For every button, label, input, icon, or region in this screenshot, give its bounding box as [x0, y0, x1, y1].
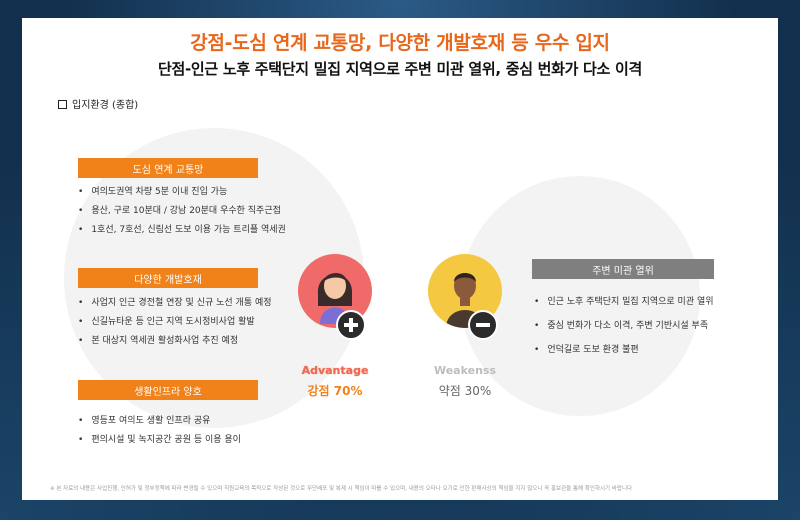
- section-label-text: 입지환경 (종합): [72, 100, 139, 111]
- weakness-label: Weakenss: [433, 364, 497, 377]
- section-label: 입지환경 (종합): [58, 96, 138, 111]
- disclaimer-footnote: ※ 본 자료의 내용은 사업진행, 인허가 및 정부정책에 따라 변경될 수 있…: [50, 486, 633, 492]
- strength-list-transport: 여의도권역 차량 5분 이내 진입 가능 용산, 구로 10분대 / 강남 20…: [78, 183, 286, 240]
- strength-list-infra: 영등포 여의도 생활 인프라 공유 편의시설 및 녹지공간 공원 등 이용 용이: [78, 412, 241, 450]
- list-item: 인근 노후 주택단지 밀집 지역으로 미관 열위: [534, 290, 713, 314]
- strength-heading-transport: 도심 연계 교통망: [78, 158, 258, 178]
- strength-heading-development: 다양한 개발호재: [78, 268, 258, 288]
- advantage-label: Advantage: [301, 364, 369, 377]
- weakness-percent: 약점 30%: [438, 384, 492, 398]
- plus-icon: [336, 310, 366, 340]
- page-title: 강점-도심 연계 교통망, 다양한 개발호재 등 우수 입지: [190, 32, 610, 54]
- list-item: 용산, 구로 10분대 / 강남 20분대 우수한 직주근접: [78, 202, 286, 221]
- strength-list-development: 사업지 인근 경전철 연장 및 신규 노선 개통 예정 신길뉴타운 등 인근 지…: [78, 294, 272, 351]
- list-item: 여의도권역 차량 5분 이내 진입 가능: [78, 183, 286, 202]
- weakness-list: 인근 노후 주택단지 밀집 지역으로 미관 열위 중심 번화가 다소 이격, 주…: [534, 290, 714, 362]
- list-item: 1호선, 7호선, 신림선 도보 이용 가능 트리플 역세권: [78, 221, 286, 240]
- weakness-heading: 주변 미관 열위: [532, 259, 714, 279]
- list-item: 사업지 인근 경전철 연장 및 신규 노선 개통 예정: [78, 294, 271, 313]
- content-card: 강점-도심 연계 교통망, 다양한 개발호재 등 우수 입지 단점-인근 노후 …: [22, 18, 778, 500]
- page-subtitle: 단점-인근 노후 주택단지 밀집 지역으로 주변 미관 열위, 중심 번화가 다…: [158, 60, 642, 78]
- checkbox-square-icon: [58, 99, 67, 109]
- list-item: 영등포 여의도 생활 인프라 공유: [78, 412, 241, 431]
- list-item: 본 대상지 역세권 활성화사업 추진 예정: [78, 332, 272, 351]
- minus-icon: [468, 310, 498, 340]
- strength-heading-infra: 생활인프라 양호: [78, 380, 258, 400]
- list-item: 중심 번화가 다소 이격, 주변 기반시설 부족: [534, 314, 714, 338]
- list-item: 언덕길로 도보 환경 불편: [534, 338, 714, 362]
- list-item: 편의시설 및 녹지공간 공원 등 이용 용이: [78, 431, 241, 450]
- advantage-percent: 강점 70%: [307, 384, 363, 398]
- list-item: 신길뉴타운 등 인근 지역 도시정비사업 활발: [78, 313, 272, 332]
